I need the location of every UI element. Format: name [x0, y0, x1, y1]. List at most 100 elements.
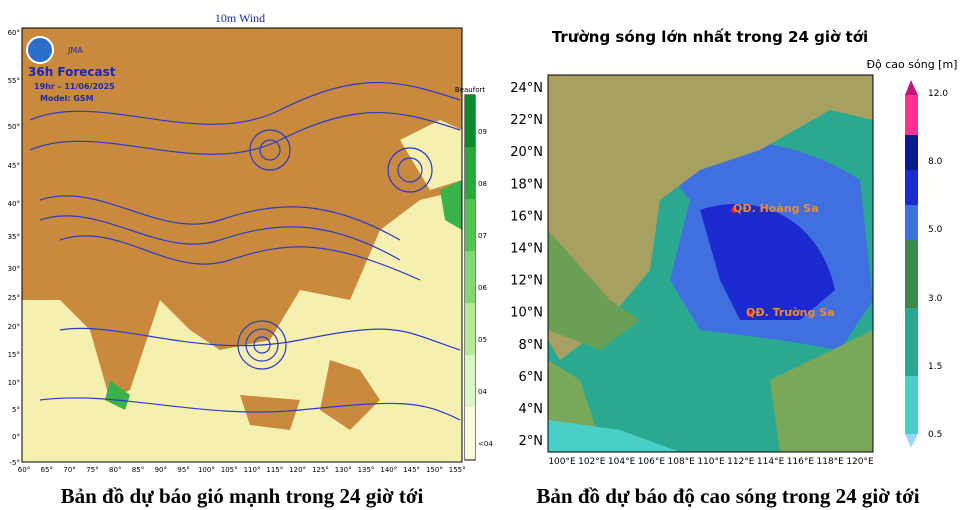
lon-label: 104°E [608, 457, 636, 467]
scale-swatch [905, 376, 918, 434]
scale-title: Beaufort [455, 86, 485, 94]
lon-label: 108°E [668, 457, 696, 467]
lon-label: 65° [41, 466, 53, 474]
map-title: 10m Wind [215, 11, 265, 25]
lat-label: 20° [8, 323, 20, 331]
lat-label: 5° [12, 406, 20, 414]
caption: Bản đồ dự báo gió mạnh trong 24 giờ tới [61, 484, 424, 508]
lon-label: 135° [358, 466, 375, 474]
lon-label: 116°E [787, 457, 815, 467]
lat-label: 15° [8, 351, 20, 359]
lat-label: 30° [8, 265, 20, 273]
scale-swatch [465, 95, 475, 147]
lat-label: 6°N [519, 370, 544, 385]
forecast-time: 19hr – 11/06/2025 [34, 82, 115, 91]
lon-label: 105° [221, 466, 238, 474]
lon-label: 115° [266, 466, 283, 474]
lat-label: 12°N [510, 274, 543, 289]
lon-label: 145° [403, 466, 420, 474]
lat-label: 55° [8, 77, 20, 85]
scale-swatch [905, 240, 918, 308]
lat-label: 50° [8, 123, 20, 131]
map-title: Trường sóng lớn nhất trong 24 giờ tới [552, 28, 868, 46]
caption: Bản đồ dự báo độ cao sóng trong 24 giờ t… [536, 484, 919, 508]
lat-label: -5° [10, 459, 20, 467]
scale-swatch [465, 199, 475, 251]
lon-label: 80° [109, 466, 121, 474]
agency: JMA [67, 46, 83, 55]
lon-label: 120°E [846, 457, 874, 467]
wind-map [21, 27, 476, 463]
lon-label: 140° [380, 466, 397, 474]
scale-label: 04 [478, 388, 487, 396]
lon-label: 100°E [548, 457, 576, 467]
lon-label: 150° [426, 466, 443, 474]
scale-label: 3.0 [928, 294, 943, 304]
lat-label: 40° [8, 200, 20, 208]
scale-swatch [465, 251, 475, 303]
lat-label: 10° [8, 379, 20, 387]
lat-label: 25° [8, 294, 20, 302]
scale-label: 07 [478, 232, 487, 240]
lon-label: 102°E [578, 457, 606, 467]
lon-label: 118°E [817, 457, 845, 467]
scale-swatch [465, 303, 475, 355]
lat-label: 16°N [510, 209, 543, 224]
lon-label: 114°E [757, 457, 785, 467]
lon-label: 95° [177, 466, 189, 474]
scale-swatch [465, 407, 475, 459]
lat-label: 0° [12, 433, 20, 441]
scale-label: 06 [478, 284, 487, 292]
lon-label: 110° [244, 466, 261, 474]
lat-label: 14°N [510, 242, 543, 257]
model: Model: GSM [40, 94, 94, 103]
scale-swatch [905, 308, 918, 376]
lon-label: 106°E [638, 457, 666, 467]
scale-swatch [905, 95, 918, 135]
lat-label: 18°N [510, 177, 543, 192]
scale-label: 5.0 [928, 225, 943, 235]
place-label: QĐ. Hoàng Sa [733, 202, 819, 215]
lat-label: 4°N [519, 402, 544, 417]
lon-label: 112°E [727, 457, 755, 467]
scale-swatch [905, 205, 918, 240]
scale-label: 05 [478, 336, 487, 344]
lat-label: 60° [8, 29, 20, 37]
forecast: 36h Forecast [28, 65, 116, 79]
lon-label: 125° [312, 466, 329, 474]
lat-label: 22°N [510, 113, 543, 128]
scale-cap [905, 80, 918, 95]
scale-label: 12.0 [928, 89, 948, 99]
scale-label: 0.5 [928, 430, 942, 440]
scale-cap [905, 434, 918, 448]
scale-label: <04 [478, 440, 493, 448]
lon-label: 155° [449, 466, 466, 474]
lon-label: 120° [289, 466, 306, 474]
scale-swatch [905, 170, 918, 205]
lat-label: 10°N [510, 306, 543, 321]
scale-swatch [465, 147, 475, 199]
lat-label: 2°N [519, 434, 544, 449]
scale-label: 8.0 [928, 157, 943, 167]
lon-label: 85° [132, 466, 144, 474]
place-label: QĐ. Trường Sa [746, 306, 835, 319]
lat-label: 45° [8, 162, 20, 170]
lat-label: 8°N [519, 338, 544, 353]
scale-label: 08 [478, 180, 487, 188]
wave-map [547, 74, 874, 453]
lon-label: 100° [198, 466, 215, 474]
lat-label: 24°N [510, 81, 543, 96]
scale-title: Độ cao sóng [m] [867, 58, 958, 71]
lon-label: 75° [86, 466, 98, 474]
scale-swatch [905, 135, 918, 170]
lon-label: 60° [18, 466, 30, 474]
scale-label: 09 [478, 128, 487, 136]
lon-label: 90° [155, 466, 167, 474]
scale-label: 1.5 [928, 362, 942, 372]
lat-label: 35° [8, 233, 20, 241]
lon-label: 130° [335, 466, 352, 474]
lon-label: 70° [63, 466, 75, 474]
lat-label: 20°N [510, 145, 543, 160]
lon-label: 110°E [697, 457, 725, 467]
